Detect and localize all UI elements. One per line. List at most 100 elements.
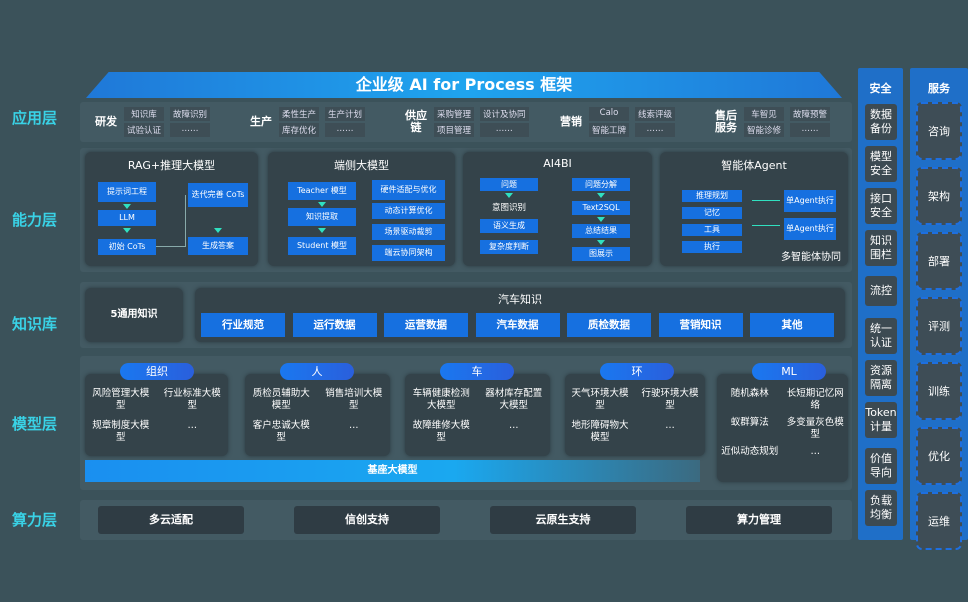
rag-box: 提示词工程 (98, 182, 156, 202)
security-item: Token计量 (865, 402, 897, 438)
ai4bi-box: 问题分解 (572, 178, 630, 191)
app-group-name: 售后服务 (715, 109, 737, 134)
ai4bi-box: 总结结果 (572, 224, 630, 238)
edge-box: Student 模型 (288, 237, 356, 255)
service-item[interactable]: 训练 (916, 362, 962, 420)
ai4bi-box: Text2SQL (572, 201, 630, 215)
service-item[interactable]: 优化 (916, 427, 962, 485)
service-item[interactable]: 评测 (916, 297, 962, 355)
model-group-pill: ML (752, 363, 826, 380)
service-title: 服务 (928, 82, 950, 95)
model-item: 销售培训大模型 (325, 388, 383, 411)
knowledge-item: 运行数据 (292, 313, 377, 337)
app-item: 采购管理 (434, 107, 475, 121)
app-item: 智能工牌 (589, 123, 630, 137)
model-item: … (187, 420, 198, 431)
service-item[interactable]: 运维 (916, 492, 962, 550)
model-item: … (509, 420, 519, 431)
model-group-panel (717, 374, 848, 482)
arrow-down-icon (318, 228, 326, 233)
framework-title: 企业级 AI for Process 框架 (86, 72, 842, 98)
edge-box: Teacher 模型 (288, 182, 356, 200)
rag-box: 生成答案 (188, 237, 248, 255)
arrow-down-icon (123, 204, 131, 209)
security-item: 数据备份 (865, 104, 897, 140)
model-group-pill: 组织 (120, 363, 194, 380)
compute-item: 多云适配 (98, 506, 244, 534)
app-group-name: 供应链 (405, 109, 427, 134)
security-item: 知识围栏 (865, 230, 897, 266)
model-group-panel (405, 374, 550, 456)
app-item: 车智见 (744, 107, 785, 121)
ai4bi-box: 复杂度判断 (480, 240, 538, 254)
security-item: 模型安全 (865, 146, 897, 182)
ai4bi-title: AI4BI (543, 157, 572, 170)
knowledge-item: 行业规范 (201, 313, 285, 337)
connector-line (156, 195, 186, 247)
agent-box: 执行 (682, 241, 742, 253)
app-item: 项目管理 (434, 123, 475, 137)
arrow-down-icon (597, 240, 605, 245)
model-group-pill: 人 (280, 363, 354, 380)
app-item: 库存优化 (279, 123, 320, 137)
app-item: 故障预警 (790, 107, 831, 121)
knowledge-item: 其他 (750, 313, 834, 337)
connector-line (752, 200, 780, 226)
model-item: … (349, 420, 359, 431)
general-knowledge-label: 5通用知识 (110, 309, 158, 320)
arrow-down-icon (123, 228, 131, 233)
model-item: 规章制度大模型 (92, 420, 150, 443)
knowledge-item: 运营数据 (384, 313, 468, 337)
edge-box: 场景驱动裁剪 (372, 224, 445, 240)
layer-label-capability: 能力层 (12, 211, 58, 229)
model-item: 随机森林 (730, 388, 769, 399)
service-item[interactable]: 架构 (916, 167, 962, 225)
base-model-bar: 基座大模型 (85, 460, 700, 482)
app-item: …… (790, 123, 831, 137)
knowledge-item: 汽车数据 (475, 313, 560, 337)
model-group-panel (245, 374, 390, 456)
app-item: …… (170, 123, 211, 137)
app-group-items: 采购管理 设计及协同 项目管理 …… (434, 107, 529, 137)
app-group: 研发 知识库 故障识别 试验认证 …… (92, 106, 211, 138)
model-group-pill: 车 (440, 363, 514, 380)
app-group-items: 柔性生产 生产计划 库存优化 …… (279, 107, 366, 137)
model-item: 行驶环境大模型 (641, 388, 699, 411)
model-item: 长短期记忆网络 (786, 388, 844, 411)
model-item: 蚁群算法 (730, 417, 769, 428)
model-item: 地形障碍物大模型 (571, 420, 629, 443)
model-group-pill: 环 (600, 363, 674, 380)
app-group-items: 车智见 故障预警 智能诊修 …… (744, 107, 831, 137)
model-item: 风险管理大模型 (92, 388, 150, 411)
agent-box: 工具 (682, 224, 742, 236)
arrow-down-icon (597, 193, 605, 198)
rag-box: LLM (98, 210, 156, 226)
agent-title: 智能体Agent (721, 159, 787, 172)
arrow-down-icon (505, 193, 513, 198)
arrow-down-icon (214, 228, 222, 233)
model-item: 器材库存配置大模型 (485, 388, 543, 411)
security-column: 安全 数据备份 模型安全 接口安全 知识围栏 流控 统一认证 资源隔离 Token计量 价值导向… (858, 68, 903, 540)
app-item: 线索评级 (635, 107, 676, 121)
service-item[interactable]: 部署 (916, 232, 962, 290)
security-item: 接口安全 (865, 188, 897, 224)
app-group-name: 研发 (95, 115, 117, 128)
model-group-panel (85, 374, 228, 456)
ai4bi-text: 意图识别 (491, 203, 526, 213)
edge-box: 硬件适配与优化 (372, 180, 445, 200)
security-title: 安全 (869, 82, 892, 95)
ai4bi-box: 问题 (480, 178, 538, 191)
security-item: 资源隔离 (865, 360, 897, 396)
model-item: 近似动态规划 (721, 446, 779, 457)
security-item: 负载均衡 (865, 490, 897, 526)
app-group: 营销 Calo 线索评级 智能工牌 …… (557, 106, 676, 138)
model-group-panel (565, 374, 705, 456)
service-column: 服务 咨询架构部署评测训练优化运维 (910, 68, 968, 550)
app-group-items: 知识库 故障识别 试验认证 …… (124, 107, 211, 137)
app-group: 供应链 采购管理 设计及协同 项目管理 …… (402, 106, 529, 138)
app-item: Calo (589, 107, 630, 121)
service-item[interactable]: 咨询 (916, 102, 962, 160)
layer-label-app: 应用层 (12, 109, 58, 127)
edge-box: 动态计算优化 (372, 203, 445, 219)
auto-knowledge-title: 汽车知识 (498, 293, 542, 306)
